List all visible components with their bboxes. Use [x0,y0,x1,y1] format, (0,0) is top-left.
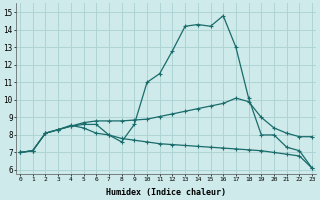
X-axis label: Humidex (Indice chaleur): Humidex (Indice chaleur) [106,188,226,197]
